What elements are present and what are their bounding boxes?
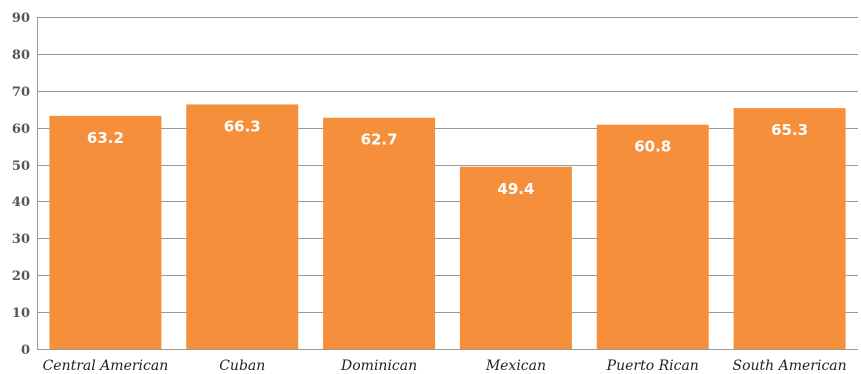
y-tick-label: 20 [12, 269, 30, 284]
y-tick-label: 10 [12, 306, 30, 321]
y-tick-label: 0 [21, 343, 30, 358]
y-tick-label: 60 [12, 122, 30, 137]
data-label: 62.7 [361, 131, 398, 149]
bar-dominican [323, 117, 436, 349]
data-label: 49.4 [497, 180, 534, 198]
y-tick-label: 80 [12, 48, 30, 63]
bar-cuban [186, 104, 299, 349]
y-tick-label: 70 [12, 85, 30, 100]
x-tick-label: Mexican [485, 358, 546, 374]
x-tick-label: Dominican [340, 358, 417, 374]
data-label: 60.8 [634, 138, 671, 156]
x-tick-label: Cuban [219, 358, 265, 374]
x-tick-label: South American [732, 358, 846, 374]
bar-mexican [459, 166, 572, 349]
data-label: 65.3 [771, 121, 808, 139]
bar-puerto-rican [596, 124, 709, 350]
x-tick-label: Central American [43, 358, 169, 374]
x-axis-ticks: Central American Cuban Dominican Mexican Pue… [43, 358, 847, 374]
y-tick-label: 50 [12, 159, 30, 174]
data-labels: 63.2 66.3 62.7 49.4 60.8 65.3 [87, 117, 808, 197]
y-tick-label: 40 [12, 195, 30, 210]
y-axis-ticks: 0 10 20 30 40 50 60 70 80 90 [12, 11, 30, 358]
x-tick-label: Puerto Rican [606, 358, 699, 374]
y-tick-label: 90 [12, 11, 30, 26]
data-label: 66.3 [224, 117, 261, 135]
bar-central-american [49, 115, 162, 350]
gridlines [37, 17, 858, 350]
data-label: 63.2 [87, 129, 124, 147]
bar-south-american [733, 108, 846, 349]
bars [49, 104, 846, 350]
y-tick-label: 30 [12, 232, 30, 247]
